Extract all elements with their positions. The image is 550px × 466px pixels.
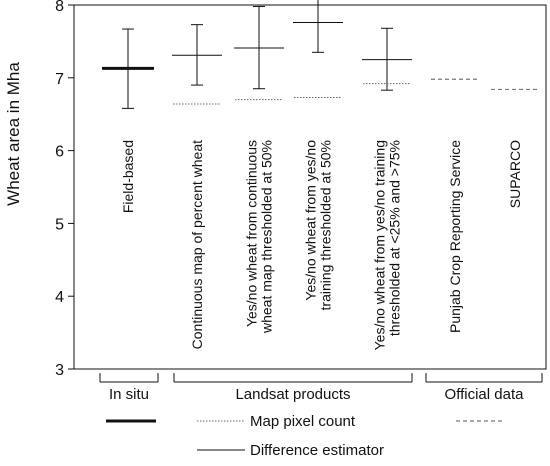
y-tick-label: 5 xyxy=(55,216,64,233)
category-2-marks xyxy=(172,24,222,105)
plot-border xyxy=(73,4,547,370)
category-label: Yes/no wheat from yes/no trainingthresho… xyxy=(372,140,403,350)
category-label-line: thresholded at <25% and >75% xyxy=(387,140,403,336)
y-tick-label: 6 xyxy=(55,144,64,161)
category-label-line: training thresholded at 50% xyxy=(318,140,334,310)
y-axis: 3 4 5 6 7 8 xyxy=(55,0,74,379)
y-tick-label: 3 xyxy=(55,362,64,379)
legend: Map pixel count Difference estimator xyxy=(106,413,503,459)
category-label: Continuous map of percent wheat xyxy=(189,140,205,349)
group-bracket: Official data xyxy=(425,373,543,403)
category-label-line: Continuous map of percent wheat xyxy=(189,140,205,349)
category-label-line: Yes/no wheat from yes/no training xyxy=(372,140,388,350)
legend-label: Map pixel count xyxy=(250,413,356,430)
category-label-line: Field-based xyxy=(120,140,136,213)
category-1-marks xyxy=(102,28,154,109)
category-label: Yes/no wheat from yes/notraining thresho… xyxy=(303,140,334,311)
group-bracket: Landsat products xyxy=(173,373,413,403)
group-label: Official data xyxy=(445,386,525,403)
category-label-line: Punjab Crop Reporting Service xyxy=(447,140,463,333)
category-label: Field-based xyxy=(120,140,136,213)
category-label-line: Yes/no wheat from yes/no xyxy=(303,140,319,301)
category-label: Punjab Crop Reporting Service xyxy=(447,140,463,333)
y-axis-label: Wheat area in Mha xyxy=(4,62,23,206)
legend-label: Difference estimator xyxy=(250,442,384,459)
group-bracket: In situ xyxy=(99,373,159,403)
category-labels: Field-based Continuous map of percent whe… xyxy=(120,140,523,351)
category-label: SUPARCO xyxy=(507,140,523,208)
plot-frame xyxy=(73,4,547,370)
group-label: In situ xyxy=(109,386,149,403)
category-label: Yes/no wheat from continuouswheat map th… xyxy=(244,140,275,334)
category-5-marks xyxy=(362,27,412,91)
y-tick-label: 7 xyxy=(55,71,64,88)
group-label: Landsat products xyxy=(235,386,350,403)
y-tick-label: 8 xyxy=(55,0,64,15)
y-tick-label: 4 xyxy=(55,289,64,306)
category-3-marks xyxy=(234,5,284,101)
chart-marks xyxy=(102,0,539,109)
legend-item-diff: Difference estimator xyxy=(197,442,384,459)
category-label-line: SUPARCO xyxy=(507,140,523,208)
category-4-marks xyxy=(293,0,343,98)
group-brackets: In situ Landsat products Official data xyxy=(99,373,543,403)
category-label-line: Yes/no wheat from continuous xyxy=(244,140,260,327)
legend-item-pixel: Map pixel count xyxy=(197,413,356,430)
category-label-line: wheat map thresholded at 50% xyxy=(259,140,275,334)
